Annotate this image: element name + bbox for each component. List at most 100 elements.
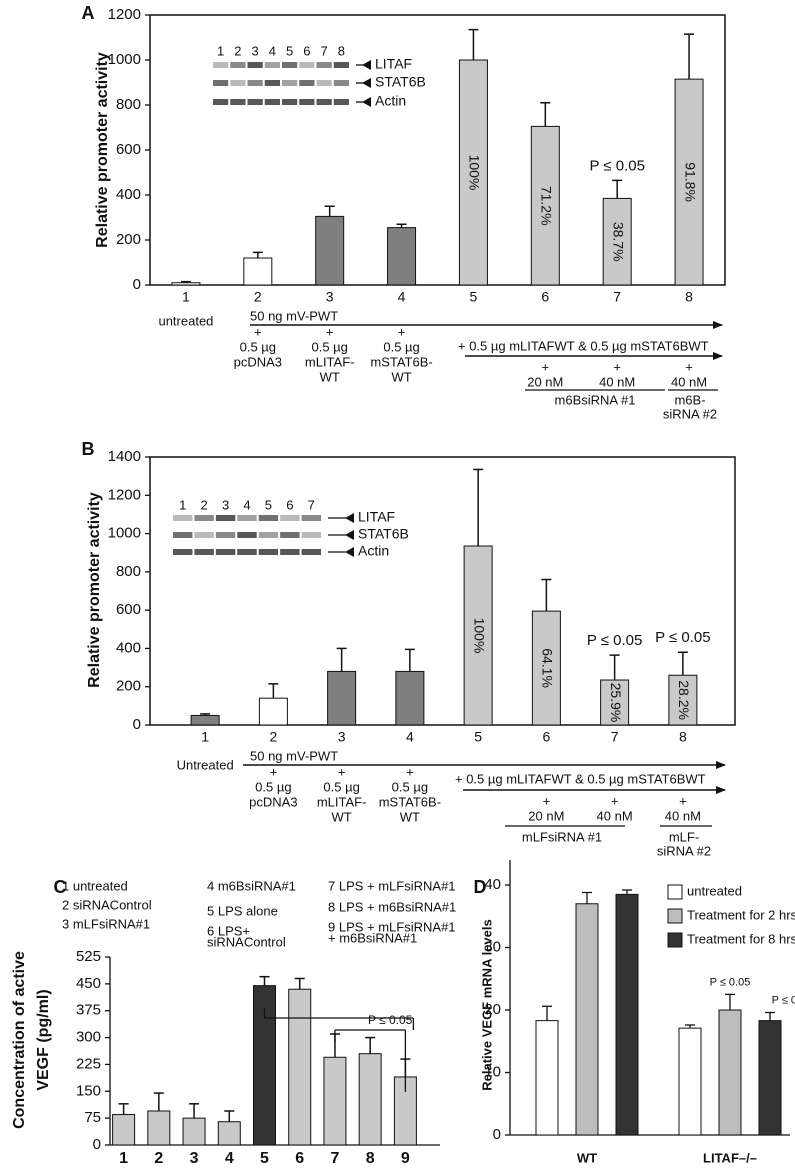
x-tick-label: 5 <box>260 1150 269 1167</box>
x-tick-label: 4 <box>225 1150 234 1167</box>
blot-arrowhead <box>345 547 354 557</box>
legend-text: 5 LPS alone <box>207 903 278 918</box>
condition-label: WT <box>320 369 340 384</box>
blot-band <box>215 532 236 538</box>
condition-label: 0.5 µg <box>323 779 359 794</box>
blot-band <box>230 99 246 105</box>
x-tick-label: 3 <box>326 289 334 305</box>
blot-lane-number: 7 <box>308 497 315 512</box>
blot-band <box>247 62 263 68</box>
y-axis-label: Relative VEGF mRNA levels <box>479 919 494 1090</box>
legend-swatch <box>667 884 683 900</box>
y-tick-label: 0 <box>133 716 141 733</box>
bar <box>217 1121 241 1146</box>
condition-label: + <box>685 359 693 374</box>
x-tick-label: 2 <box>154 1150 163 1167</box>
y-tick-label: 40 <box>484 876 501 893</box>
treatment-label: 50 ng mV-PWT <box>250 308 338 323</box>
blot-band <box>282 62 298 68</box>
blot-lane-number: 8 <box>338 43 345 58</box>
blot-band <box>282 99 298 105</box>
condition-label: 0.5 µg <box>392 779 428 794</box>
condition-label: WT <box>400 809 420 824</box>
blot-band <box>280 532 300 538</box>
blot-band <box>230 80 246 86</box>
x-tick-label: 6 <box>541 289 549 305</box>
y-tick-label: 1000 <box>108 525 141 542</box>
percent-label: 100% <box>467 155 483 191</box>
blot-row-label: STAT6B <box>375 74 426 90</box>
y-tick-label: 0 <box>493 1126 501 1143</box>
condition-label: pcDNA3 <box>249 794 297 809</box>
y-tick-label: 400 <box>116 186 141 203</box>
blot-band <box>280 515 300 521</box>
condition-label: + <box>406 764 414 779</box>
bar <box>602 197 632 286</box>
blot-lane-number: 5 <box>265 497 272 512</box>
y-tick-label: 200 <box>116 678 141 695</box>
percent-label: 71.2% <box>539 186 555 226</box>
blot-lane-number: 3 <box>222 497 229 512</box>
sirna-label: m6BsiRNA #1 <box>555 392 636 407</box>
y-tick-label: 0 <box>133 276 141 293</box>
blot-band <box>316 80 332 86</box>
y-tick-label: 600 <box>116 141 141 158</box>
y-tick-label: 400 <box>116 639 141 656</box>
blot-band <box>194 532 214 538</box>
blot-arrowhead <box>345 513 354 523</box>
blot-lane-number: 6 <box>303 43 310 58</box>
blot-band <box>258 549 279 555</box>
condition-label: untreated <box>158 313 213 328</box>
condition-label: mLITAF- <box>305 354 355 369</box>
legend-text: 3 mLFsiRNA#1 <box>62 916 150 931</box>
condition-label: 40 nM <box>671 374 707 389</box>
legend-text: Treatment for 8 hrs <box>687 931 795 946</box>
blot-band <box>316 99 332 105</box>
treatment-label: + 0.5 µg mLITAFWT & 0.5 µg mSTAT6BWT <box>455 771 706 786</box>
y-tick-label: 800 <box>116 563 141 580</box>
blot-lane-number: 2 <box>234 43 241 58</box>
sirna-label: siRNA #2 <box>657 843 711 858</box>
legend-text: untreated <box>687 883 742 898</box>
blot-band <box>230 62 246 68</box>
condition-label: 0.5 µg <box>383 339 419 354</box>
legend-text: 6 LPS+ <box>207 923 250 938</box>
treatment-label: + 0.5 µg mLITAFWT & 0.5 µg mSTAT6BWT <box>458 338 709 353</box>
condition-label: + <box>270 764 278 779</box>
x-tick-label: 3 <box>338 729 346 745</box>
x-tick-label: 1 <box>119 1150 128 1167</box>
blot-band <box>173 515 193 521</box>
blot-band <box>333 99 349 105</box>
blot-band <box>194 515 214 521</box>
legend-text: 2 siRNAControl <box>62 897 152 912</box>
condition-label: + <box>679 793 687 808</box>
blot-arrowhead <box>362 97 371 107</box>
condition-label: WT <box>391 369 411 384</box>
legend-swatch <box>667 932 683 948</box>
condition-label: 40 nM <box>599 374 635 389</box>
y-tick-label: 1400 <box>108 448 141 465</box>
blot-band <box>299 80 315 86</box>
blot-band <box>237 515 257 521</box>
bar <box>327 670 357 726</box>
blot-band <box>237 549 257 555</box>
x-tick-label: 6 <box>295 1150 304 1167</box>
y-tick-label: 1200 <box>108 6 141 23</box>
blot-lane-number: 3 <box>252 43 259 58</box>
bar <box>575 903 599 1136</box>
condition-label: + <box>398 324 406 339</box>
blot-band <box>264 80 280 86</box>
blot-lane-number: 2 <box>201 497 208 512</box>
condition-label: 20 nM <box>527 374 563 389</box>
blot-band <box>299 99 315 105</box>
sirna-label: mLF- <box>669 829 699 844</box>
blot-row-label: STAT6B <box>358 526 409 542</box>
x-tick-label: 2 <box>254 289 262 305</box>
blot-band <box>258 515 279 521</box>
percent-label: 100% <box>471 618 487 654</box>
blot-lane-number: 7 <box>321 43 328 58</box>
percent-label: 28.2% <box>676 680 692 720</box>
blot-row-label: Actin <box>375 93 406 109</box>
y-tick-label: 600 <box>116 601 141 618</box>
